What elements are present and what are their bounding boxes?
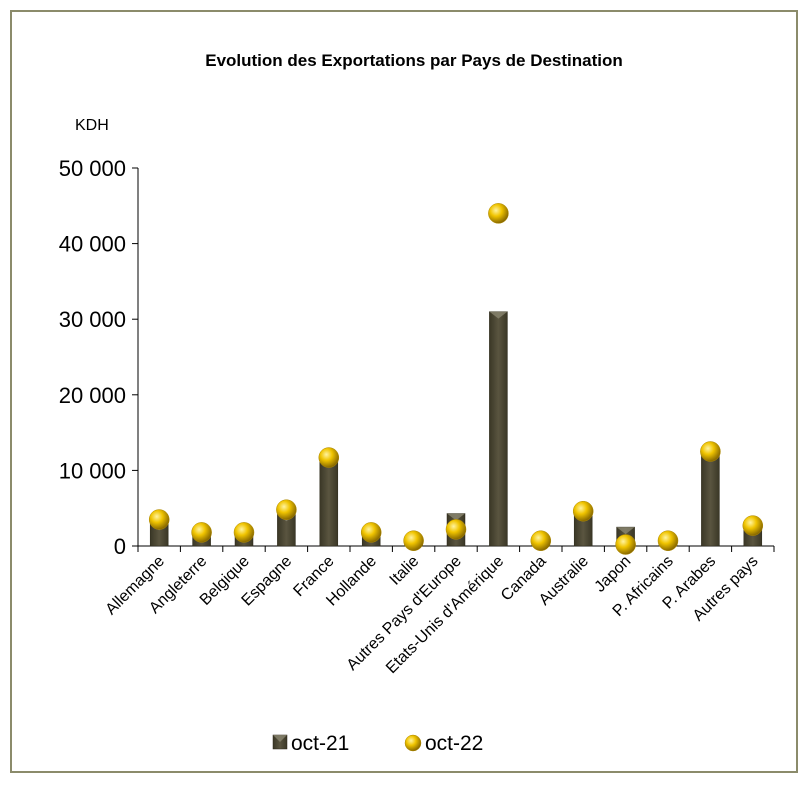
data-point <box>148 509 170 530</box>
y-tick-label: 0 <box>114 534 126 559</box>
legend-swatch-oct-22 <box>404 734 422 752</box>
y-tick-label: 20 000 <box>59 383 126 408</box>
bar <box>319 458 339 547</box>
x-tick-label: Italie <box>387 553 423 589</box>
unit-label: KDH <box>75 117 109 134</box>
bar-series <box>149 311 763 549</box>
bar-cap <box>447 513 465 521</box>
data-point <box>700 441 721 462</box>
data-point <box>233 522 255 543</box>
data-point <box>191 522 212 543</box>
data-point <box>530 530 552 551</box>
y-tick-label: 10 000 <box>59 458 126 483</box>
data-point <box>742 515 764 536</box>
chart-title: Evolution des Exportations par Pays de D… <box>205 51 623 70</box>
y-tick-label: 50 000 <box>59 156 126 181</box>
y-tick-label: 40 000 <box>59 232 126 257</box>
marker-series <box>148 203 764 555</box>
data-point <box>360 522 382 543</box>
chart-svg: Evolution des Exportations par Pays de D… <box>59 51 775 755</box>
y-tick-label: 30 000 <box>59 307 126 332</box>
y-axis: 0 10 000 20 000 30 000 40 000 50 000 <box>59 156 139 559</box>
chart-frame: Evolution des Exportations par Pays de D… <box>10 10 798 773</box>
legend-label-oct-22: oct-22 <box>425 732 483 755</box>
data-point <box>572 500 594 522</box>
data-point <box>657 530 679 551</box>
legend-swatch-cap <box>273 735 287 742</box>
data-point <box>445 519 467 540</box>
bar <box>489 311 508 547</box>
data-point <box>615 534 636 555</box>
bar-cap <box>489 311 508 319</box>
legend: oct-21 oct-22 <box>272 732 483 755</box>
data-point <box>318 447 340 468</box>
data-point <box>403 530 424 551</box>
legend-label-oct-21: oct-21 <box>291 732 349 755</box>
bar-cap <box>616 527 635 535</box>
data-point <box>488 203 509 224</box>
data-point <box>276 499 297 520</box>
bar <box>701 451 720 547</box>
x-axis: AllemagneAngleterreBelgiqueEspagneFrance… <box>103 545 775 677</box>
